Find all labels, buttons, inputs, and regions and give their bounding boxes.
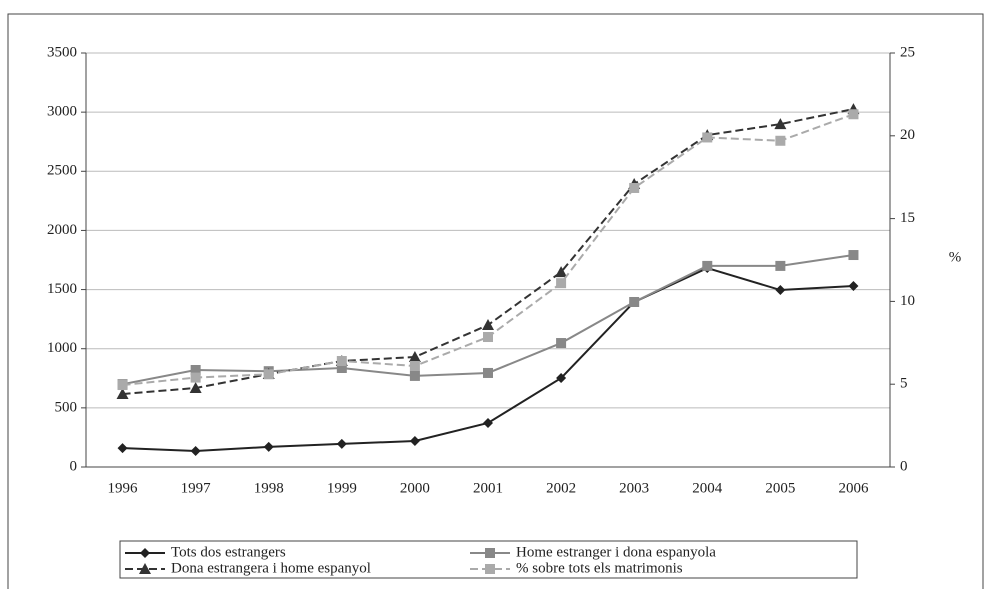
series-marker [482, 319, 494, 331]
y2-tick-label: 25 [900, 44, 915, 60]
legend-box [119, 540, 858, 579]
series-marker [775, 135, 786, 146]
x-tick-label: 2000 [400, 480, 430, 496]
x-tick-label: 1998 [254, 480, 284, 496]
series-marker [483, 417, 493, 428]
series-marker [848, 281, 859, 292]
series-marker [555, 266, 568, 278]
frame [7, 13, 984, 589]
x-tick-label: 2006 [838, 480, 869, 496]
series-marker [190, 365, 201, 376]
legend-marker [485, 548, 495, 558]
series-marker [556, 373, 567, 384]
y2-tick-label: 5 [900, 376, 908, 392]
x-tick-label: 2004 [692, 480, 723, 496]
series-marker [409, 435, 420, 446]
legend-label: Home estranger i dona espanyola [516, 544, 716, 560]
y-tick-label: 3500 [47, 44, 77, 60]
legend-marker [485, 564, 495, 574]
series-marker [190, 446, 201, 457]
series-marker [702, 132, 713, 143]
series-marker [263, 441, 274, 452]
legend-label: Tots dos estrangers [171, 544, 286, 560]
x-tick-label: 2005 [765, 480, 795, 496]
series-line [122, 113, 854, 387]
y2-tick-label: 15 [900, 210, 915, 226]
series-marker [775, 285, 786, 296]
y-tick-label: 1500 [47, 281, 77, 297]
series-marker [483, 332, 493, 343]
y-tick-label: 2000 [47, 222, 77, 238]
series-marker [556, 338, 567, 349]
series-marker [774, 118, 787, 130]
y2-axis-label: % [949, 249, 962, 265]
series-marker [117, 443, 128, 454]
y2-tick-label: 0 [900, 458, 908, 474]
series-marker [702, 260, 713, 271]
series-marker [409, 370, 420, 381]
y-tick-label: 1000 [47, 340, 77, 356]
y2-tick-label: 20 [900, 127, 915, 143]
series-marker [336, 356, 347, 367]
series-marker [408, 350, 421, 362]
series-marker [117, 380, 128, 391]
series-marker [775, 260, 786, 271]
y-tick-label: 500 [55, 399, 78, 415]
series-marker [556, 278, 567, 289]
series-marker [483, 367, 493, 378]
series-marker [189, 381, 202, 393]
series-marker [336, 438, 347, 449]
x-tick-label: 2001 [473, 480, 503, 496]
legend-label: % sobre tots els matrimonis [516, 560, 683, 576]
x-tick-label: 1997 [181, 480, 212, 496]
y-tick-label: 3000 [47, 104, 77, 120]
x-tick-label: 2003 [619, 480, 649, 496]
legend-label: Dona estrangera i home espanyol [171, 560, 371, 576]
x-tick-label: 2002 [546, 480, 576, 496]
series-marker [336, 362, 347, 373]
x-tick-label: 1999 [327, 480, 357, 496]
series-marker [629, 296, 640, 307]
series-marker [263, 369, 274, 380]
series-marker [409, 360, 420, 371]
x-tick-label: 1996 [108, 480, 139, 496]
y-tick-label: 2500 [47, 163, 77, 179]
series-marker [848, 250, 859, 261]
legend-marker [140, 548, 150, 558]
series-marker [116, 388, 129, 400]
y2-tick-label: 10 [900, 293, 915, 309]
series-marker [629, 182, 640, 193]
legend-marker [139, 563, 151, 574]
series-line [122, 108, 854, 396]
series-marker [190, 372, 201, 383]
series-marker [848, 109, 859, 120]
y-tick-label: 0 [70, 458, 78, 474]
